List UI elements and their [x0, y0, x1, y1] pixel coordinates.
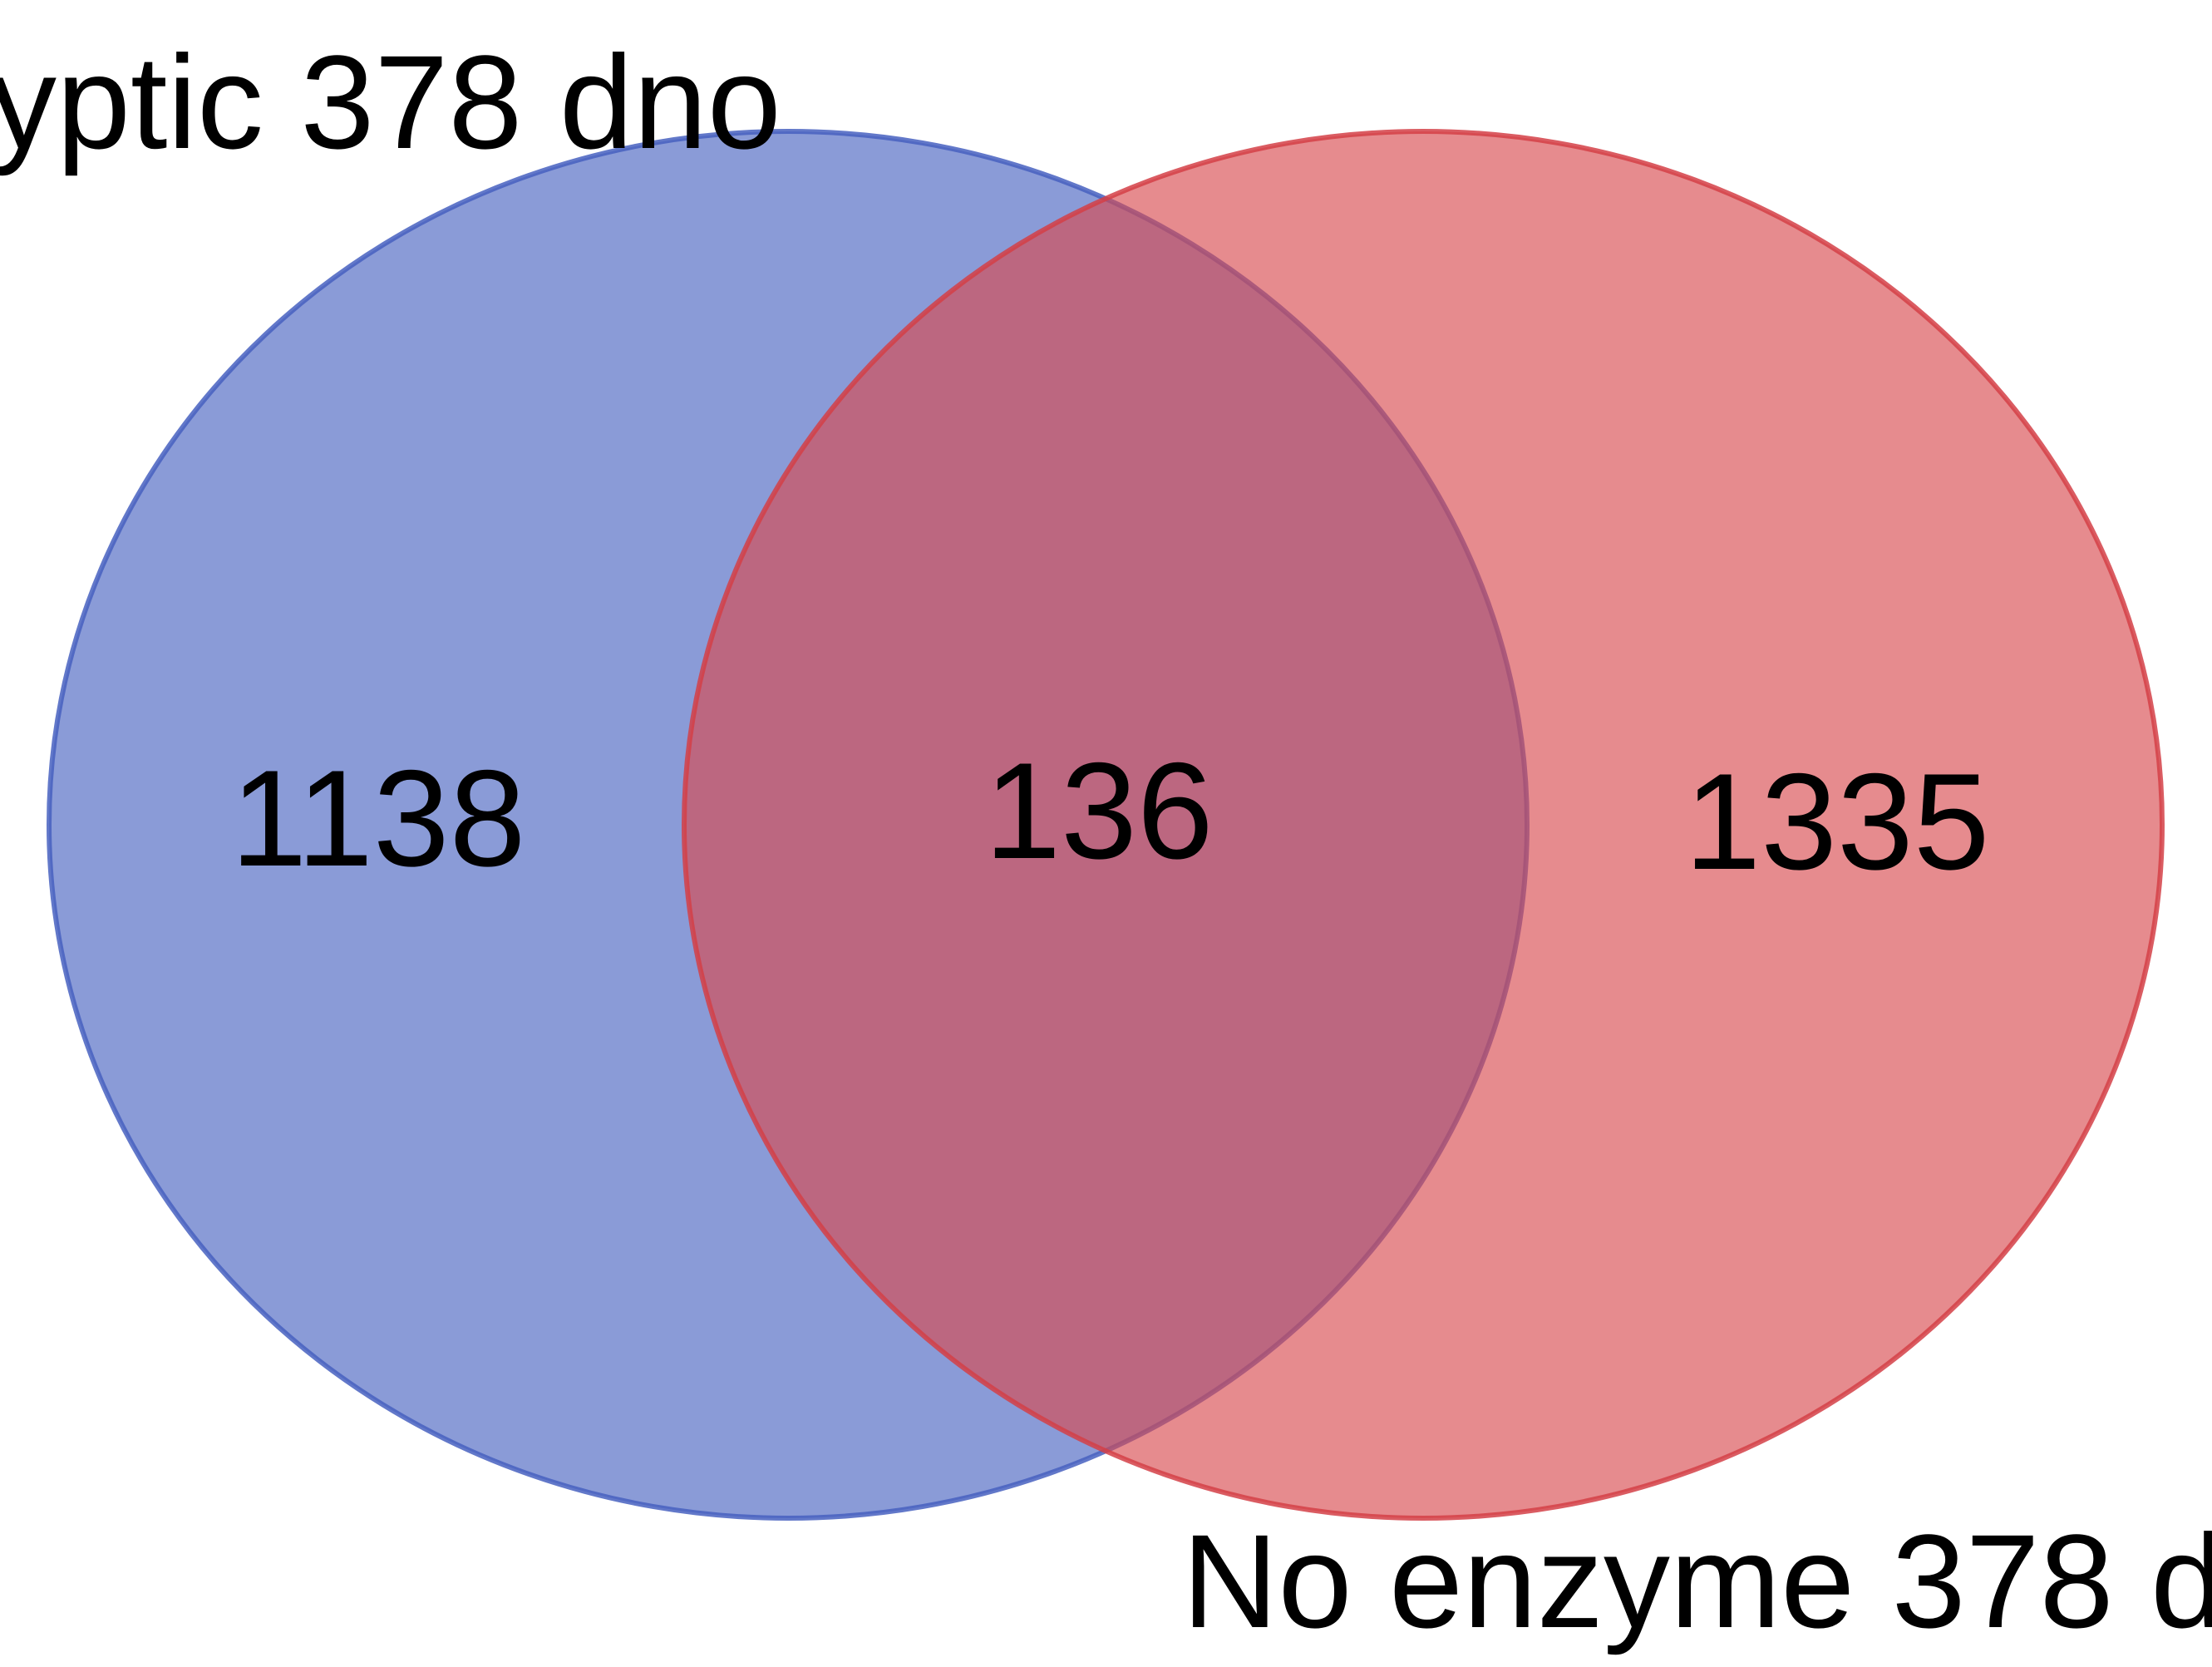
set-right-ellipse — [682, 129, 2165, 1521]
right-only-count: 1335 — [1684, 745, 1989, 898]
set-right-label: No enzyme 378 d — [1182, 1507, 2212, 1655]
set-left-label: yptic 378 dno — [0, 27, 781, 176]
left-only-count: 1138 — [231, 742, 526, 895]
intersection-count: 136 — [984, 734, 1213, 887]
